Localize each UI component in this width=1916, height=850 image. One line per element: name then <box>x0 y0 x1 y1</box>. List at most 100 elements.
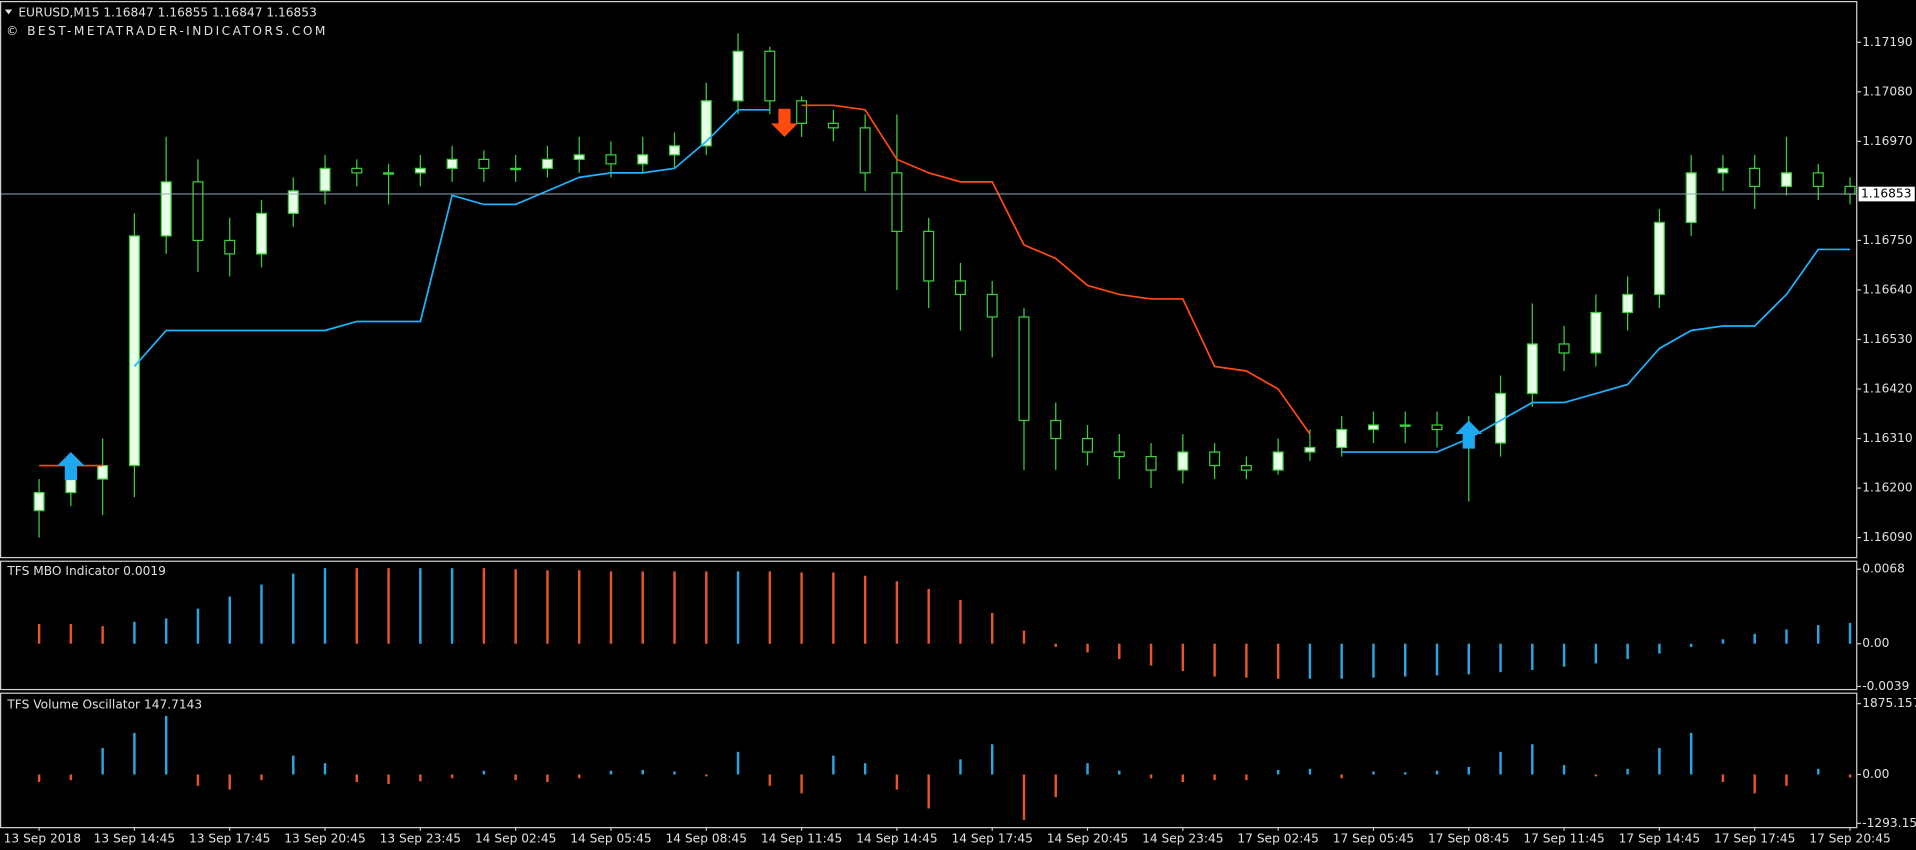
candle-body <box>414 167 426 174</box>
candle-body <box>446 158 458 169</box>
candle-body <box>1304 446 1316 453</box>
y-tick-label: 1.16970 <box>1862 134 1912 148</box>
y-tick-label: 1.16420 <box>1862 382 1912 396</box>
candle-body <box>192 181 204 242</box>
x-tick-label: 13 Sep 2018 <box>4 832 81 846</box>
candle-body <box>1431 424 1443 431</box>
mbo-pane <box>0 560 1858 691</box>
y-tick-label: -0.0039 <box>1862 679 1909 693</box>
y-tick-label: 1.17080 <box>1862 84 1912 98</box>
candle-body <box>97 464 109 480</box>
candle-body <box>923 230 935 282</box>
buy-arrow <box>1455 420 1483 449</box>
x-tick-label: 13 Sep 20:45 <box>284 832 365 846</box>
candle-body <box>605 154 617 165</box>
y-tick-label: -1293.157 <box>1862 816 1916 830</box>
candle-body <box>1240 464 1252 471</box>
y-tick-label: 1.16530 <box>1862 332 1912 346</box>
y-tick-label: 1875.1573 <box>1862 696 1916 710</box>
candle-body <box>287 190 299 215</box>
y-tick-label: 1.16200 <box>1862 481 1912 495</box>
x-tick-label: 17 Sep 02:45 <box>1237 832 1318 846</box>
candle-body <box>1558 343 1570 354</box>
candle-body <box>319 167 331 192</box>
x-tick-label: 17 Sep 11:45 <box>1523 832 1604 846</box>
candle-body <box>255 212 267 255</box>
candle-body <box>1082 437 1094 453</box>
candle-body <box>1050 419 1062 440</box>
candle-body <box>1717 167 1729 174</box>
candle-body <box>1336 428 1348 449</box>
candle-body <box>128 235 140 467</box>
price-pane <box>0 0 1858 559</box>
candle-body <box>224 239 236 255</box>
candle-body <box>1812 172 1824 187</box>
x-tick-label: 14 Sep 23:45 <box>1142 832 1223 846</box>
candle-body <box>986 293 998 318</box>
candle-body <box>1685 172 1697 224</box>
candle-body <box>859 127 871 174</box>
current-price-box <box>1858 186 1915 202</box>
x-tick-label: 14 Sep 02:45 <box>475 832 556 846</box>
candle-body <box>796 100 808 124</box>
candle-body <box>669 145 681 156</box>
y-tick-label: 0.00 <box>1862 636 1889 650</box>
current-price-label: 1.16853 <box>1861 187 1911 201</box>
x-tick-label: 14 Sep 08:45 <box>666 832 747 846</box>
x-tick-label: 14 Sep 05:45 <box>570 832 651 846</box>
y-tick-label: 1.16310 <box>1862 431 1912 445</box>
candle-body <box>764 50 776 102</box>
indicator-title: TFS MBO Indicator 0.0019 <box>6 564 166 578</box>
y-tick-label: 0.00 <box>1862 767 1889 781</box>
candle-body <box>1272 451 1284 471</box>
watermark: © BEST-METATRADER-INDICATORS.COM <box>6 24 328 38</box>
chart-title: EURUSD,M15 1.16847 1.16855 1.16847 1.168… <box>18 6 317 20</box>
candle-body <box>1622 293 1634 314</box>
y-tick-label: 1.17190 <box>1862 35 1912 49</box>
x-tick-label: 17 Sep 05:45 <box>1333 832 1414 846</box>
x-tick-label: 14 Sep 20:45 <box>1047 832 1128 846</box>
candle-body <box>33 491 45 512</box>
candle-body <box>1399 424 1411 427</box>
y-tick-label: 1.16090 <box>1862 530 1912 544</box>
candle-body <box>1749 167 1761 187</box>
y-tick-label: 0.0068 <box>1862 562 1905 576</box>
candle-body <box>1367 424 1379 431</box>
x-tick-label: 17 Sep 20:45 <box>1809 832 1890 846</box>
x-tick-label: 14 Sep 11:45 <box>761 832 842 846</box>
candle-body <box>700 100 712 147</box>
x-tick-label: 14 Sep 14:45 <box>856 832 937 846</box>
candle-body <box>383 172 395 175</box>
candle-body <box>954 280 966 296</box>
buy-arrow <box>57 452 85 481</box>
indicator-title: TFS Volume Oscillator 147.7143 <box>6 697 202 711</box>
candle-body <box>1209 451 1221 467</box>
candle-body <box>573 154 585 160</box>
candle-body <box>1653 221 1665 296</box>
x-tick-label: 13 Sep 17:45 <box>189 832 270 846</box>
x-tick-label: 13 Sep 14:45 <box>94 832 175 846</box>
candle-body <box>891 172 903 233</box>
sell-arrow <box>771 108 798 137</box>
x-tick-label: 14 Sep 17:45 <box>951 832 1032 846</box>
candle-body <box>541 158 553 169</box>
candle-body <box>478 158 490 169</box>
candle-body <box>637 154 649 165</box>
menu-triangle[interactable] <box>4 9 13 15</box>
x-tick-label: 17 Sep 08:45 <box>1428 832 1509 846</box>
candle-body <box>1018 316 1030 422</box>
candle-body <box>160 181 172 237</box>
candle-body <box>1844 185 1856 195</box>
candle-body <box>1590 311 1602 354</box>
candle-body <box>510 167 522 171</box>
x-tick-label: 17 Sep 14:45 <box>1619 832 1700 846</box>
y-tick-label: 1.16750 <box>1862 233 1912 247</box>
candle-body <box>1177 451 1189 471</box>
candle-body <box>351 167 363 174</box>
volume-pane <box>0 692 1858 829</box>
candle-body <box>1145 455 1157 471</box>
y-tick-label: 1.16640 <box>1862 282 1912 296</box>
candle-body <box>827 122 839 129</box>
